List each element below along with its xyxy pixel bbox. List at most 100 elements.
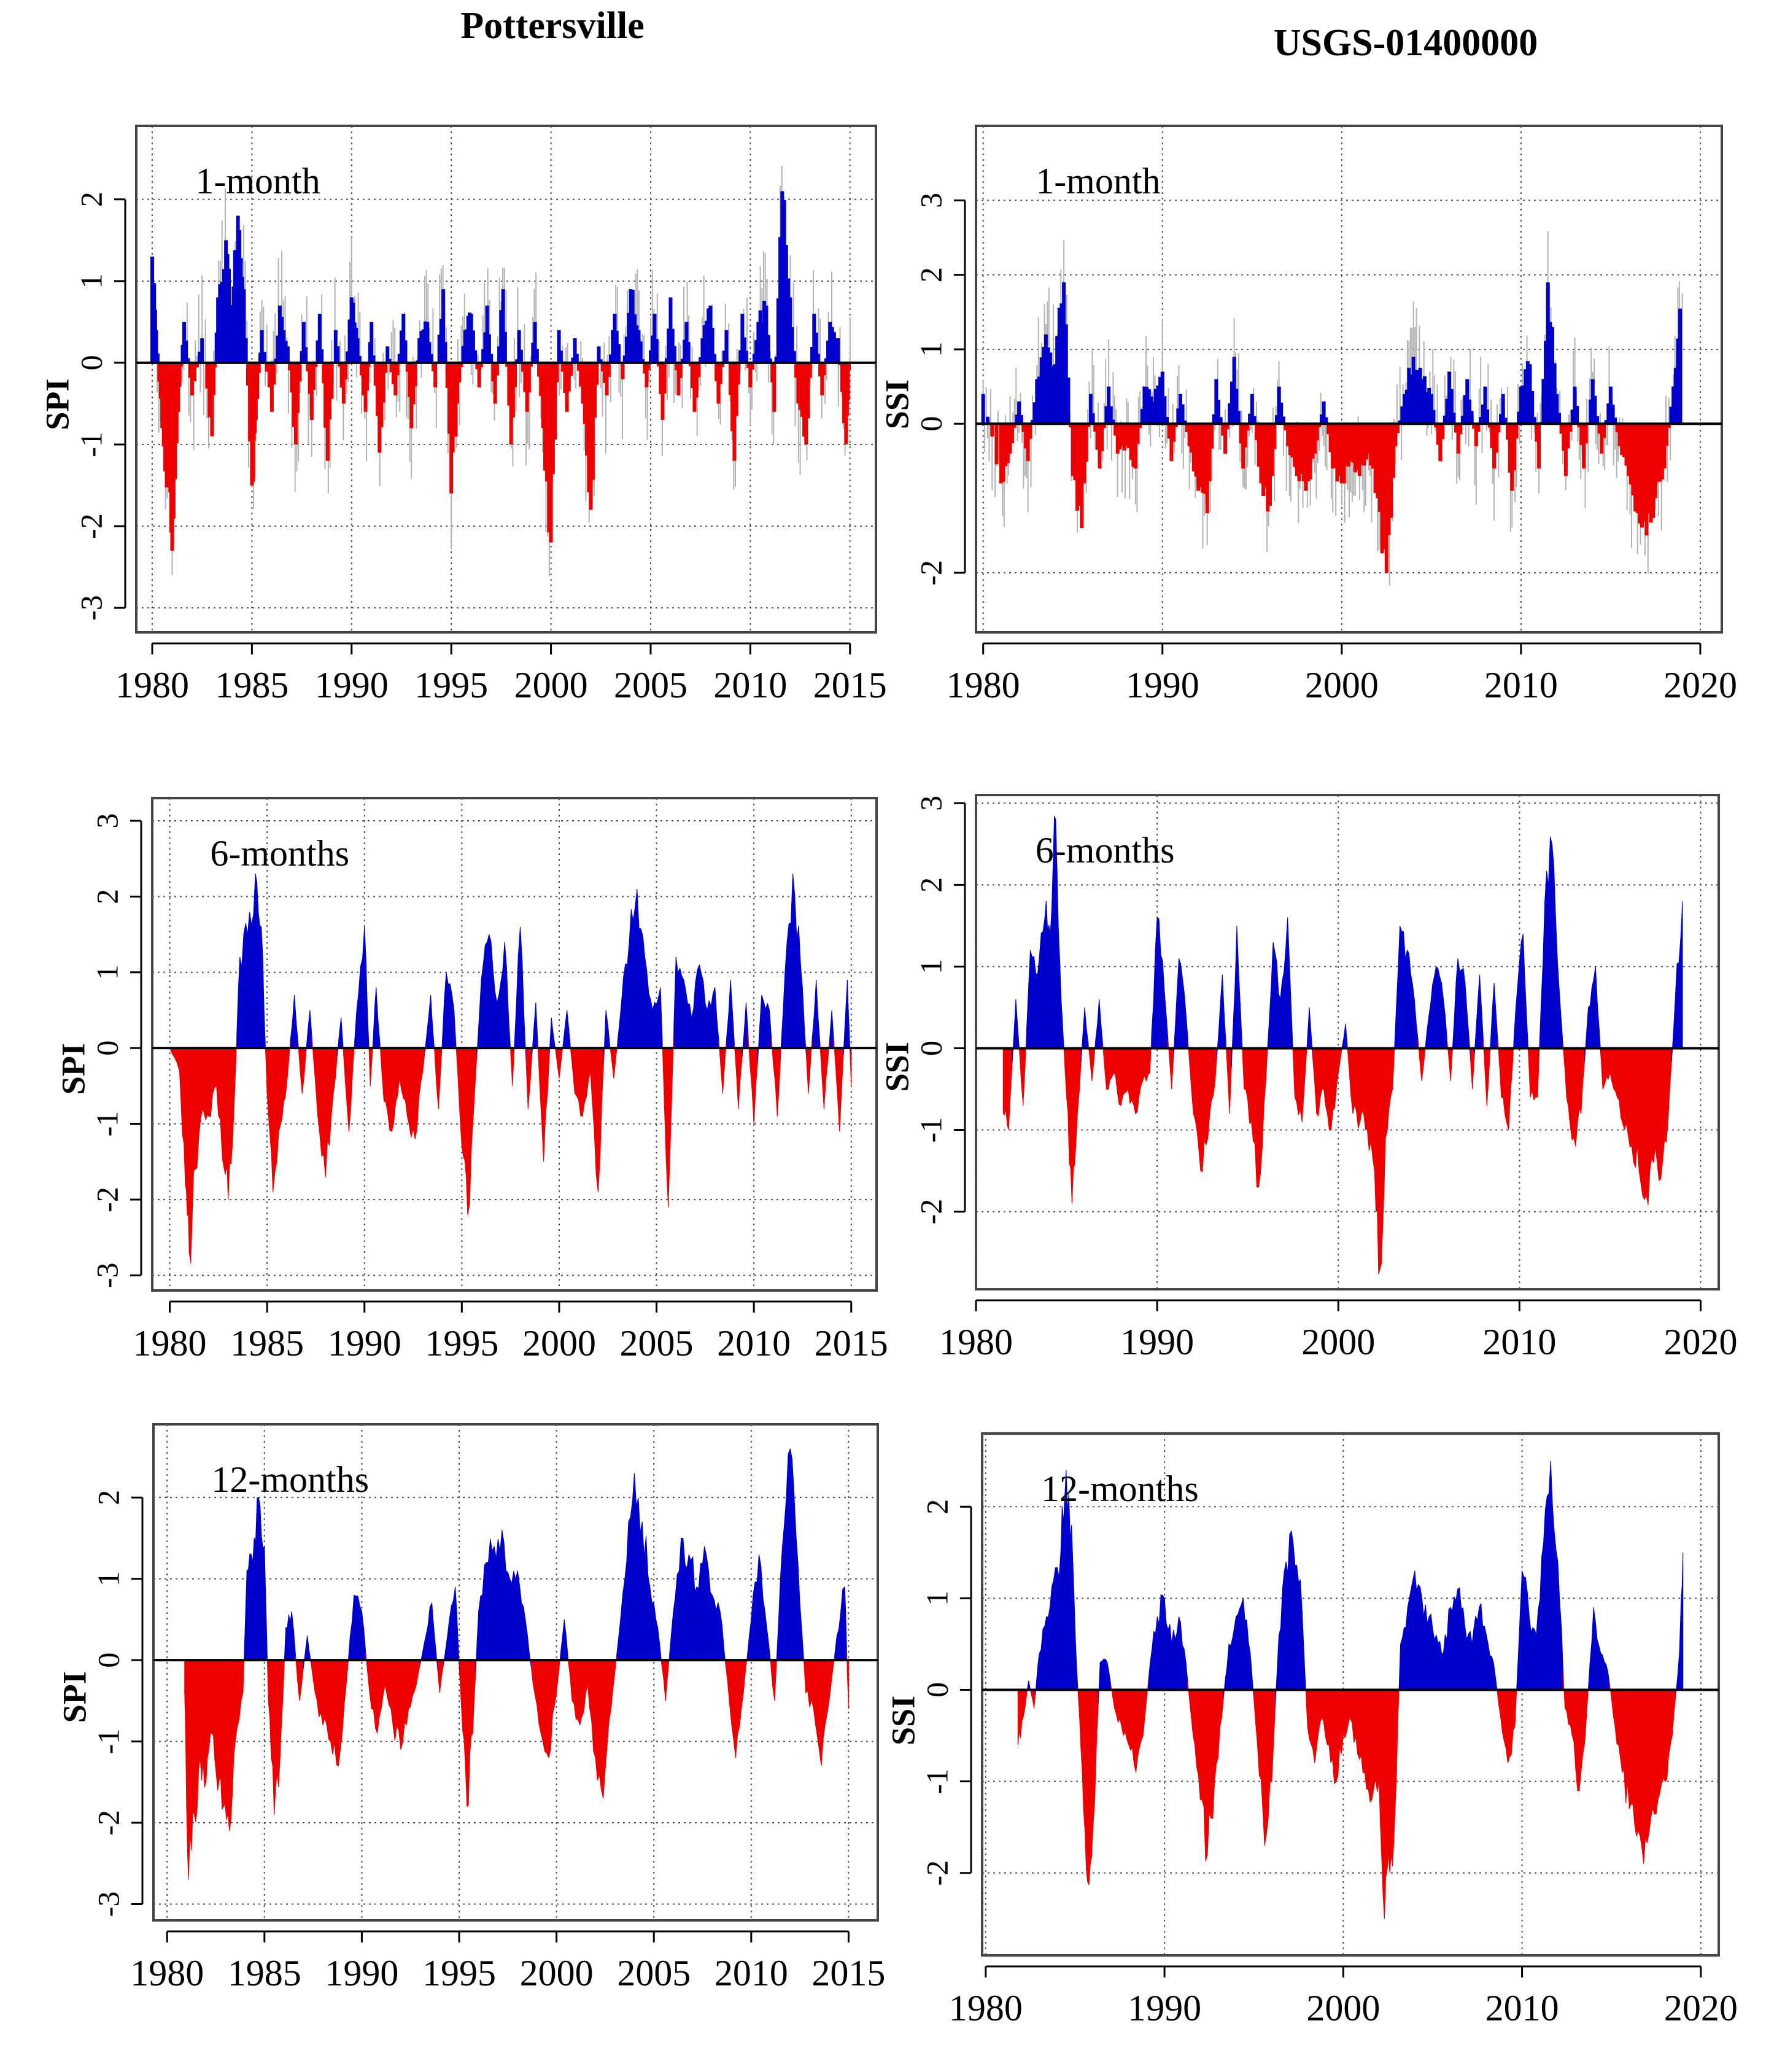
negative-spike xyxy=(603,362,607,383)
negative-spike xyxy=(1205,424,1209,513)
negative-spike xyxy=(379,362,384,428)
month-bar xyxy=(301,314,303,363)
positive-spike xyxy=(1411,357,1416,424)
month-bar xyxy=(728,323,730,363)
negative-spike xyxy=(1174,424,1178,427)
month-bar xyxy=(637,269,638,363)
month-bar xyxy=(1487,364,1489,424)
month-bar xyxy=(387,362,389,390)
month-bar xyxy=(206,362,208,419)
negative-spike xyxy=(527,362,531,392)
negative-spike xyxy=(248,362,252,441)
x-tick-label: 1980 xyxy=(133,1323,207,1364)
month-bar xyxy=(648,362,650,382)
positive-spike xyxy=(744,351,748,363)
negative-spike xyxy=(1562,424,1566,451)
month-bar xyxy=(1396,384,1398,424)
negative-spike xyxy=(822,362,826,376)
positive-spike xyxy=(788,297,792,363)
positive-spike xyxy=(260,330,264,363)
negative-spike xyxy=(521,362,525,372)
month-bar xyxy=(1357,416,1359,424)
y-tick-label: 1 xyxy=(920,1591,954,1606)
month-bar xyxy=(1106,424,1108,449)
month-bar xyxy=(1087,409,1089,424)
positive-spike xyxy=(1449,389,1454,424)
month-bar xyxy=(472,362,474,385)
positive-spike xyxy=(304,347,308,363)
negative-spike xyxy=(1239,424,1243,444)
negative-spike xyxy=(1535,424,1539,442)
negative-spike xyxy=(491,362,495,382)
month-bar xyxy=(623,335,625,363)
positive-spike xyxy=(1676,338,1680,424)
negative-spike xyxy=(1559,424,1563,434)
month-bar xyxy=(746,298,748,363)
month-bar xyxy=(616,287,618,363)
month-bar xyxy=(689,362,691,399)
x-tick-label: 2020 xyxy=(1663,665,1737,705)
negative-spike xyxy=(1656,424,1660,482)
month-bar xyxy=(517,287,519,363)
negative-spike xyxy=(999,424,1003,484)
month-bar xyxy=(524,324,525,363)
positive-spike xyxy=(637,330,641,363)
month-bar xyxy=(680,344,681,363)
month-bar xyxy=(374,338,376,363)
positive-spike xyxy=(1274,415,1279,424)
positive-spike xyxy=(575,354,579,363)
negative-spike xyxy=(1172,424,1176,442)
positive-spike xyxy=(531,343,535,363)
month-bar xyxy=(1517,384,1519,424)
month-bar xyxy=(1015,367,1017,424)
month-bar xyxy=(1371,424,1373,523)
month-bar xyxy=(273,331,274,363)
month-bar xyxy=(703,275,705,363)
positive-spike xyxy=(1165,417,1169,424)
negative-spike xyxy=(507,362,511,406)
month-bar xyxy=(1021,424,1023,443)
negative-spike xyxy=(323,362,328,428)
month-bar xyxy=(771,362,773,435)
month-bar xyxy=(1247,424,1249,467)
positive-spike xyxy=(1431,409,1436,424)
positive-spike xyxy=(1214,379,1218,424)
month-bar xyxy=(1164,424,1166,449)
negative-spike xyxy=(583,362,587,424)
month-bar xyxy=(736,348,738,363)
negative-spike xyxy=(1377,424,1382,512)
positive-spike xyxy=(1107,386,1111,424)
positive-spike xyxy=(1062,282,1066,424)
month-bar xyxy=(322,362,324,427)
negative-spike xyxy=(1434,424,1438,428)
month-bar xyxy=(321,294,323,363)
negative-spike xyxy=(338,362,342,367)
negative-spike xyxy=(1138,424,1142,428)
month-bar xyxy=(477,355,479,363)
month-bar xyxy=(460,325,462,363)
x-tick-label: 1990 xyxy=(315,665,389,705)
y-tick-label: 1 xyxy=(913,341,948,357)
month-bar xyxy=(1224,409,1226,424)
month-bar xyxy=(1148,424,1150,435)
y-tick-label: 1 xyxy=(74,273,108,289)
negative-spike xyxy=(1644,424,1649,536)
month-bar xyxy=(284,296,286,363)
month-bar xyxy=(1470,349,1471,424)
month-bar xyxy=(425,270,427,363)
positive-spike xyxy=(1277,386,1281,424)
negative-spike xyxy=(1505,424,1509,440)
positive-spike xyxy=(1149,396,1153,424)
x-tick-label: 2010 xyxy=(715,1953,788,1993)
negative-spike xyxy=(341,362,346,404)
negative-spike xyxy=(373,362,378,386)
x-tick-label: 2015 xyxy=(815,1323,888,1364)
month-bar xyxy=(1296,421,1298,424)
positive-spike xyxy=(1042,347,1046,424)
positive-spike xyxy=(1528,364,1532,424)
negative-spike xyxy=(1631,424,1635,495)
positive-spike xyxy=(1236,411,1241,424)
y-tick-label: -2 xyxy=(913,560,948,586)
positive-spike xyxy=(784,245,788,363)
month-bar xyxy=(1570,410,1571,424)
